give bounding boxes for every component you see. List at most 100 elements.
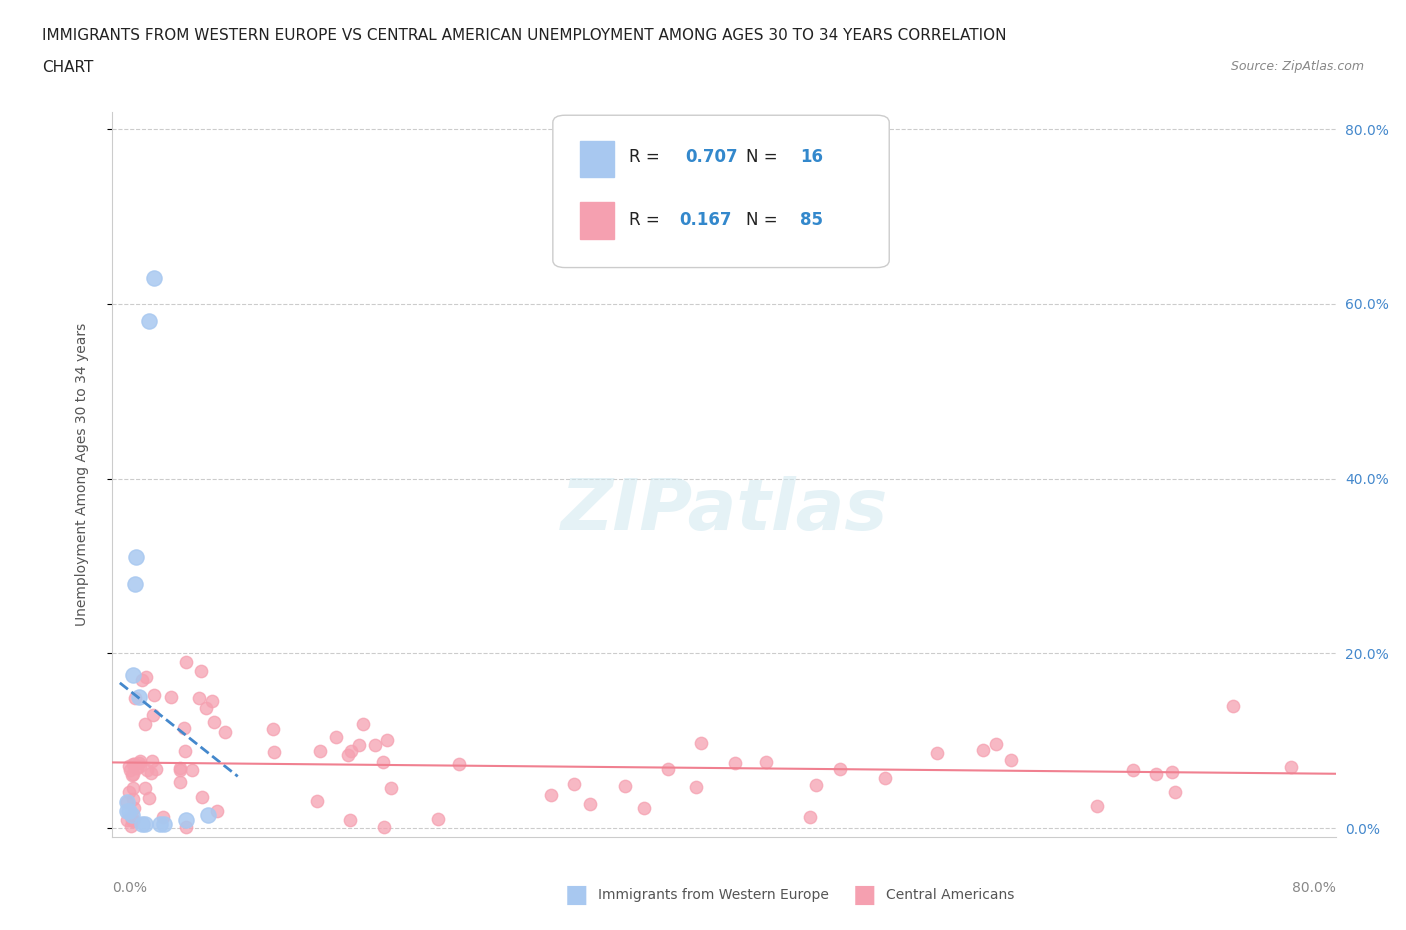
Point — [128, 755, 150, 770]
Point — [141, 754, 163, 769]
Point — [122, 801, 145, 816]
Point — [115, 794, 138, 809]
Point — [180, 763, 202, 777]
Point — [118, 763, 141, 777]
Point — [134, 781, 156, 796]
Text: Immigrants from Western Europe: Immigrants from Western Europe — [598, 887, 828, 902]
Point — [1160, 764, 1182, 779]
Point — [1222, 698, 1244, 713]
Point — [191, 790, 214, 804]
Text: 80.0%: 80.0% — [1292, 881, 1336, 895]
Point — [339, 813, 361, 828]
Point — [122, 791, 145, 806]
Point — [427, 812, 450, 827]
Point — [190, 663, 212, 678]
Point — [352, 717, 374, 732]
Point — [131, 672, 153, 687]
Point — [307, 794, 329, 809]
Point — [373, 820, 395, 835]
Point — [205, 804, 228, 818]
Point — [169, 763, 191, 777]
Point — [122, 757, 145, 772]
Point — [138, 314, 160, 329]
Point — [141, 765, 163, 780]
Point — [309, 744, 332, 759]
Text: N =: N = — [747, 211, 783, 230]
Point — [657, 762, 679, 777]
Point — [755, 754, 778, 769]
Point — [122, 780, 145, 795]
Text: Central Americans: Central Americans — [886, 887, 1014, 902]
Point — [124, 691, 146, 706]
Point — [142, 688, 165, 703]
FancyBboxPatch shape — [579, 140, 614, 177]
Point — [135, 670, 157, 684]
Text: ZIPatlas: ZIPatlas — [561, 476, 887, 545]
Point — [690, 736, 713, 751]
Point — [125, 550, 148, 565]
Point — [564, 777, 586, 791]
Point — [169, 760, 191, 775]
Point — [195, 700, 218, 715]
Point — [149, 817, 172, 831]
Point — [173, 721, 195, 736]
Point — [201, 694, 224, 709]
Point — [799, 810, 821, 825]
Point — [160, 690, 183, 705]
Point — [174, 812, 197, 827]
Point — [115, 804, 138, 818]
Point — [349, 737, 371, 752]
Point — [1164, 785, 1187, 800]
Point — [174, 655, 197, 670]
Text: R =: R = — [628, 148, 665, 166]
Point — [121, 768, 143, 783]
Point — [1122, 763, 1144, 777]
Point — [120, 818, 142, 833]
Y-axis label: Unemployment Among Ages 30 to 34 years: Unemployment Among Ages 30 to 34 years — [75, 323, 89, 626]
Point — [145, 762, 167, 777]
Point — [197, 808, 219, 823]
Point — [131, 817, 153, 831]
Point — [138, 791, 160, 806]
Point — [118, 785, 141, 800]
Point — [364, 737, 387, 752]
Text: Source: ZipAtlas.com: Source: ZipAtlas.com — [1230, 60, 1364, 73]
Point — [1085, 799, 1108, 814]
Point — [121, 756, 143, 771]
Point — [121, 812, 143, 827]
Point — [152, 810, 174, 825]
Point — [174, 819, 197, 834]
Point — [1281, 760, 1303, 775]
Point — [262, 722, 284, 737]
Point — [124, 576, 146, 591]
Point — [1000, 752, 1022, 767]
Point — [633, 801, 655, 816]
Point — [325, 730, 347, 745]
Point — [371, 754, 394, 769]
Text: 85: 85 — [800, 211, 823, 230]
Text: R =: R = — [628, 211, 665, 230]
Text: 0.707: 0.707 — [685, 148, 738, 166]
Point — [122, 814, 145, 829]
Point — [134, 716, 156, 731]
Point — [927, 745, 949, 760]
Point — [449, 756, 471, 771]
Point — [380, 780, 402, 795]
Point — [121, 809, 143, 824]
Point — [340, 744, 363, 759]
Point — [128, 753, 150, 768]
Point — [875, 770, 897, 785]
Point — [263, 745, 285, 760]
Point — [142, 271, 165, 286]
Point — [169, 775, 191, 790]
Point — [117, 813, 139, 828]
Point — [129, 759, 152, 774]
FancyBboxPatch shape — [579, 203, 614, 239]
Text: IMMIGRANTS FROM WESTERN EUROPE VS CENTRAL AMERICAN UNEMPLOYMENT AMONG AGES 30 TO: IMMIGRANTS FROM WESTERN EUROPE VS CENTRA… — [42, 28, 1007, 43]
Point — [804, 778, 827, 793]
Text: N =: N = — [747, 148, 783, 166]
Text: ■: ■ — [853, 883, 876, 907]
Point — [579, 797, 602, 812]
Point — [127, 760, 149, 775]
Point — [122, 668, 145, 683]
